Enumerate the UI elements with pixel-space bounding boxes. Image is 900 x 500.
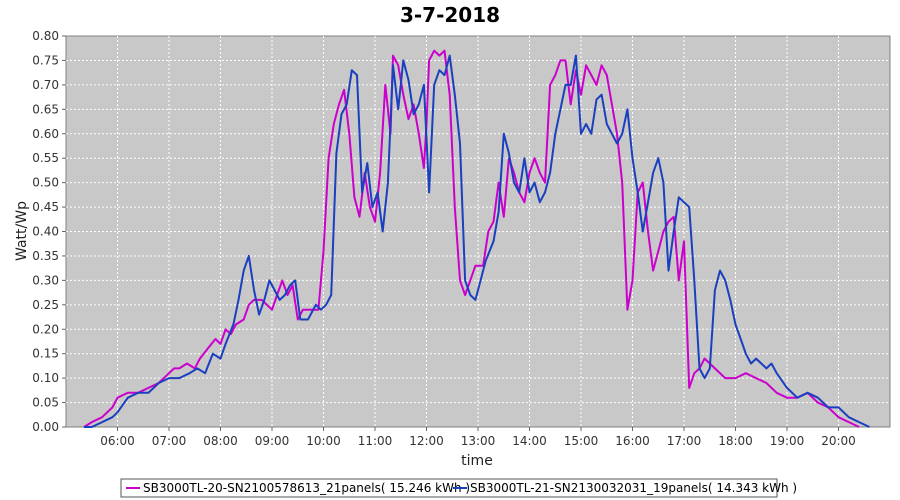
x-tick-label-6: 12:00 [409,434,444,448]
x-tick-label-8: 14:00 [512,434,547,448]
x-tick-label-3: 09:00 [255,434,290,448]
x-tick-label-1: 07:00 [152,434,187,448]
y-tick-label-7: 0.35 [32,249,59,263]
series-line-1 [83,49,860,428]
x-tick-label-2: 08:00 [203,434,238,448]
y-tick-label-0: 0.00 [32,420,59,434]
y-axis-label: Watt/Wp [14,201,30,261]
x-tick-label-10: 16:00 [615,434,650,448]
y-axis-ticks: 0.00 0.05 0.10 0.15 0.20 0.25 0.30 0.35 0.40 0.45… [32,29,66,434]
y-tick-label-3: 0.15 [32,347,59,361]
chart-title: 3-7-2018 [400,3,500,27]
x-tick-label-12: 18:00 [718,434,753,448]
x-axis-label: time [461,453,493,469]
legend-entry-2: SB3000TL-21-SN2130032031_19panels( 14.34… [470,481,797,495]
series-lines [83,49,870,428]
x-tick-label-5: 11:00 [358,434,393,448]
y-tick-label-15: 0.75 [32,53,59,67]
y-tick-label-14: 0.70 [32,78,59,92]
y-tick-label-11: 0.55 [32,151,59,165]
y-tick-label-10: 0.50 [32,176,59,190]
x-axis-ticks: 06:00 07:00 08:00 09:00 10:00 11:00 12:00 13:00… [100,427,856,448]
y-tick-label-4: 0.20 [32,322,59,336]
x-tick-label-14: 20:00 [821,434,856,448]
y-tick-label-5: 0.25 [32,298,59,312]
y-tick-label-16: 0.80 [32,29,59,43]
y-tick-label-2: 0.10 [32,371,59,385]
x-tick-label-7: 13:00 [461,434,496,448]
x-tick-label-0: 06:00 [100,434,135,448]
legend-box [120,478,778,498]
y-tick-label-13: 0.65 [32,102,59,116]
x-tick-label-11: 17:00 [667,434,702,448]
y-tick-label-9: 0.45 [32,200,59,214]
x-tick-label-9: 15:00 [564,434,599,448]
y-tick-label-1: 0.05 [32,396,59,410]
x-tick-label-4: 10:00 [306,434,341,448]
y-tick-label-8: 0.40 [32,225,59,239]
series-line-2 [84,54,870,428]
grid-lines [66,36,890,427]
y-tick-label-6: 0.30 [32,273,59,287]
x-tick-label-13: 19:00 [770,434,805,448]
y-tick-label-12: 0.60 [32,127,59,141]
legend-entry-1: SB3000TL-20-SN2100578613_21panels( 15.24… [143,481,470,495]
